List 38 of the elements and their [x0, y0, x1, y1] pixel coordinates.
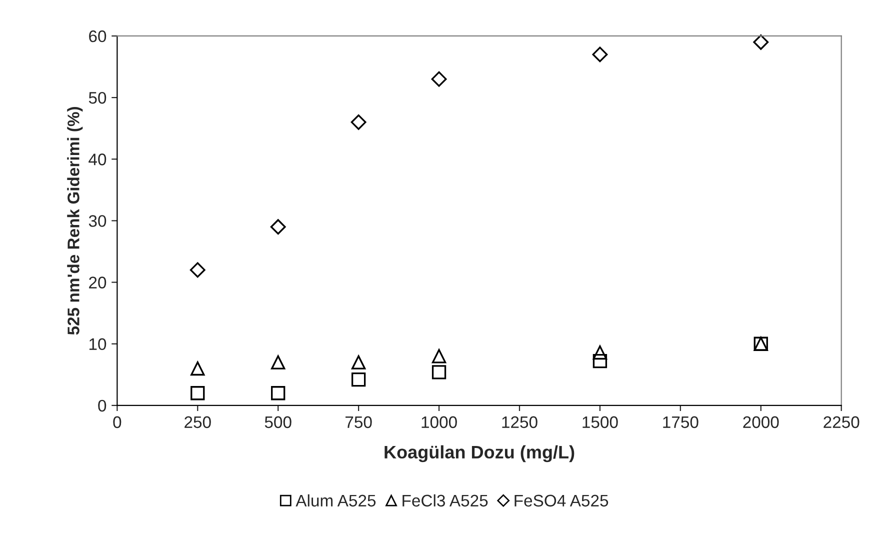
y-tick-label: 0 [98, 400, 106, 412]
x-tick-label: 2250 [824, 416, 860, 428]
x-tick-label: 1500 [582, 416, 618, 428]
point [351, 355, 366, 370]
x-tick-label: 750 [346, 416, 372, 428]
legend-label: FeCl3 A525 [402, 494, 488, 507]
y-tick-label: 10 [89, 338, 106, 350]
point [270, 219, 286, 235]
y-tick-label: 40 [88, 154, 106, 166]
y-tick-label: 60 [89, 30, 106, 42]
legend-label: Alum A525 [296, 494, 376, 507]
legend-label: FeSO4 A525 [514, 494, 608, 507]
x-tick-label: 2000 [743, 416, 779, 428]
point [432, 349, 446, 364]
point [431, 71, 447, 87]
point [592, 345, 608, 360]
x-tick-label: 0 [113, 416, 122, 428]
x-tick-label: 500 [264, 416, 292, 428]
point [190, 262, 206, 278]
point [350, 114, 366, 130]
x-tick-label: 1750 [663, 416, 698, 428]
x-axis-title: Koagülan Dozu (mg/L) [384, 445, 574, 462]
point [592, 354, 608, 368]
point [190, 361, 205, 376]
point [190, 386, 205, 400]
point [271, 355, 286, 370]
x-tick-label: 250 [184, 416, 211, 428]
point [271, 386, 286, 400]
y-axis-title: 525 nm'de Renk Giderimi (%) [67, 107, 83, 335]
x-tick-label: 1250 [502, 416, 538, 428]
y-tick-label: 20 [89, 276, 106, 288]
y-tick-label: 50 [88, 92, 106, 104]
point [592, 46, 608, 62]
point [753, 34, 769, 50]
point [432, 365, 446, 380]
x-tick-label: 1000 [422, 416, 457, 428]
point [351, 372, 366, 387]
y-tick-label: 30 [88, 215, 106, 227]
